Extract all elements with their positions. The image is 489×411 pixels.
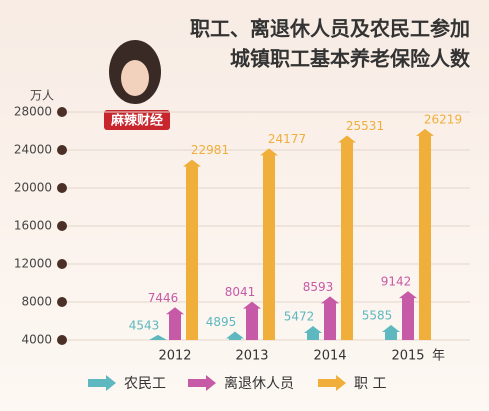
y-tick-label: 4000 — [21, 333, 52, 347]
bar — [149, 334, 167, 340]
y-tick-label: 28000 — [14, 105, 52, 119]
bar — [399, 291, 417, 340]
legend-swatch — [188, 375, 216, 391]
value-label: 25531 — [346, 119, 384, 133]
y-tick-label: 8000 — [21, 295, 52, 309]
bar — [304, 326, 322, 340]
value-label: 9142 — [381, 275, 412, 289]
bar — [321, 296, 339, 340]
x-tick-label: 2015 — [391, 349, 424, 364]
legend-swatch — [88, 375, 116, 391]
logo-face — [121, 60, 149, 96]
y-tick-label: 12000 — [14, 257, 52, 271]
bar — [260, 148, 278, 340]
y-tick-mark — [57, 107, 67, 117]
y-tick-mark — [57, 335, 67, 345]
value-label: 5585 — [362, 308, 393, 322]
bar — [382, 324, 400, 340]
chart-title: 职工、离退休人员及农民工参加 — [190, 17, 470, 41]
value-label: 24177 — [268, 132, 306, 146]
legend-label: 离退休人员 — [224, 375, 294, 392]
value-label: 22981 — [191, 143, 229, 157]
bar — [338, 135, 356, 340]
value-label: 5472 — [284, 310, 315, 324]
x-tick-label: 2012 — [158, 349, 191, 364]
bar — [166, 307, 184, 340]
y-tick-label: 20000 — [14, 181, 52, 195]
logo: 麻辣财经 — [104, 40, 170, 130]
x-tick-label: 2014 — [313, 349, 346, 364]
chart-title: 城镇职工基本养老保险人数 — [230, 47, 471, 71]
value-label: 8593 — [303, 280, 334, 294]
y-tick-mark — [57, 259, 67, 269]
y-tick-mark — [57, 297, 67, 307]
y-tick-mark — [57, 221, 67, 231]
value-label: 26219 — [424, 112, 462, 126]
logo-badge — [104, 110, 170, 130]
bar — [243, 301, 261, 340]
x-tick-label: 2013 — [235, 349, 268, 364]
bar — [416, 128, 434, 340]
bar — [183, 159, 201, 340]
x-axis-label: 年 — [432, 349, 445, 364]
logo-text: 麻辣财经 — [110, 113, 163, 129]
value-label: 4895 — [206, 315, 237, 329]
value-label: 8041 — [225, 285, 256, 299]
legend-label: 职 工 — [354, 376, 386, 392]
y-axis-label: 万人 — [30, 89, 54, 103]
bar — [226, 331, 244, 340]
value-label: 7446 — [148, 291, 179, 305]
y-tick-mark — [57, 183, 67, 193]
value-label: 4543 — [129, 318, 160, 332]
legend-label: 农民工 — [124, 376, 166, 392]
y-tick-label: 16000 — [14, 219, 52, 233]
y-tick-mark — [57, 145, 67, 155]
y-tick-label: 24000 — [14, 143, 52, 157]
legend-swatch — [318, 375, 346, 391]
